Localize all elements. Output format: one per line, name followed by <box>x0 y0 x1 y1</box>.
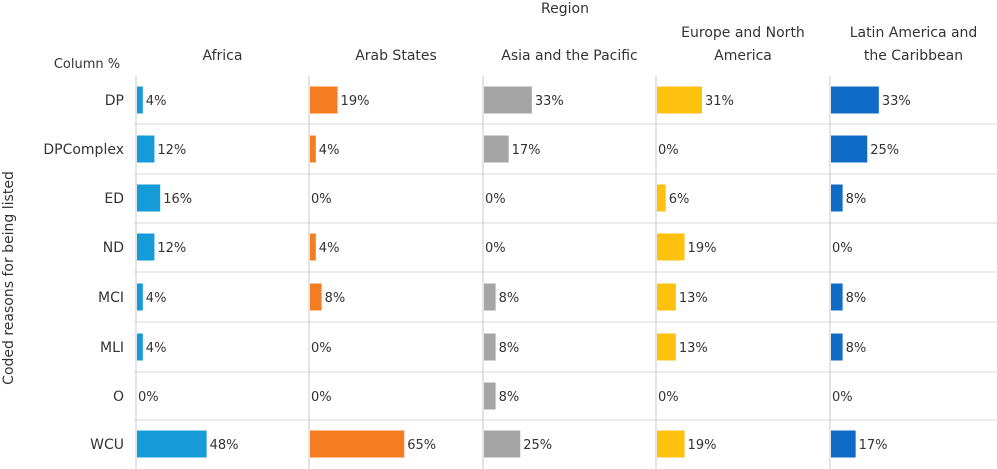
row-separators <box>134 123 997 421</box>
panel-headers: Africa Arab States Asia and the Pacific Eur… <box>203 25 978 64</box>
chart-title: Region <box>541 1 589 17</box>
value-label-africa-dpcomplex: 12% <box>157 143 186 158</box>
bar-arab-states-dpcomplex <box>310 135 316 163</box>
bar-latin-america-and-the-caribbean-mli <box>831 333 843 361</box>
value-label-europe-and-north-america-wcu: 19% <box>688 438 717 453</box>
value-label-asia-and-the-pacific-nd: 0% <box>485 241 506 256</box>
value-label-asia-and-the-pacific-dp: 33% <box>535 94 564 109</box>
bar-asia-and-the-pacific-o <box>484 382 496 410</box>
value-label-europe-and-north-america-dpcomplex: 0% <box>658 143 679 158</box>
category-label-mli: MLI <box>100 340 124 356</box>
bar-asia-and-the-pacific-dpcomplex <box>484 135 509 163</box>
y-axis-title: Coded reasons for being listed <box>1 171 17 385</box>
value-label-africa-wcu: 48% <box>210 438 239 453</box>
value-label-latin-america-and-the-caribbean-mci: 8% <box>846 291 867 306</box>
value-label-asia-and-the-pacific-mci: 8% <box>499 291 520 306</box>
value-label-africa-dp: 4% <box>146 94 167 109</box>
value-label-europe-and-north-america-mli: 13% <box>679 341 708 356</box>
value-label-latin-america-and-the-caribbean-dp: 33% <box>882 94 911 109</box>
value-label-europe-and-north-america-o: 0% <box>658 390 679 405</box>
value-label-arab-states-nd: 4% <box>319 241 340 256</box>
bars <box>137 86 879 458</box>
value-label-latin-america-and-the-caribbean-nd: 0% <box>832 241 853 256</box>
bar-latin-america-and-the-caribbean-dp <box>831 86 879 114</box>
bar-arab-states-mci <box>310 283 322 311</box>
value-label-arab-states-dp: 19% <box>341 94 370 109</box>
value-label-africa-mli: 4% <box>146 341 167 356</box>
bar-europe-and-north-america-nd <box>657 233 685 261</box>
value-label-asia-and-the-pacific-wcu: 25% <box>523 438 552 453</box>
bar-asia-and-the-pacific-mci <box>484 283 496 311</box>
value-label-arab-states-wcu: 65% <box>407 438 436 453</box>
value-label-latin-america-and-the-caribbean-mli: 8% <box>846 341 867 356</box>
panel-header-latin-america-and-the-caribbean: Latin America and the Caribbean <box>850 25 978 64</box>
category-label-ed: ED <box>104 191 124 207</box>
bar-latin-america-and-the-caribbean-dpcomplex <box>831 135 868 163</box>
category-label-mci: MCI <box>98 290 124 306</box>
bar-arab-states-dp <box>310 86 338 114</box>
value-label-europe-and-north-america-ed: 6% <box>669 192 690 207</box>
value-label-latin-america-and-the-caribbean-wcu: 17% <box>859 438 888 453</box>
category-labels: DP DPComplex ED ND MCI MLI O WCU <box>43 93 124 453</box>
bar-africa-wcu <box>137 430 207 458</box>
value-label-asia-and-the-pacific-mli: 8% <box>499 341 520 356</box>
value-label-arab-states-dpcomplex: 4% <box>319 143 340 158</box>
value-label-africa-mci: 4% <box>146 291 167 306</box>
bar-arab-states-nd <box>310 233 316 261</box>
value-label-arab-states-mli: 0% <box>311 341 332 356</box>
value-label-latin-america-and-the-caribbean-dpcomplex: 25% <box>870 143 899 158</box>
value-label-asia-and-the-pacific-dpcomplex: 17% <box>512 143 541 158</box>
bar-europe-and-north-america-dp <box>657 86 702 114</box>
value-label-europe-and-north-america-mci: 13% <box>679 291 708 306</box>
category-label-dpcomplex: DPComplex <box>43 142 124 158</box>
category-label-o: O <box>113 389 124 405</box>
bar-arab-states-wcu <box>310 430 405 458</box>
bar-africa-nd <box>137 233 155 261</box>
bar-europe-and-north-america-wcu <box>657 430 685 458</box>
bar-asia-and-the-pacific-wcu <box>484 430 521 458</box>
bar-latin-america-and-the-caribbean-wcu <box>831 430 856 458</box>
bar-africa-ed <box>137 184 161 212</box>
value-label-africa-nd: 12% <box>157 241 186 256</box>
panel-header-africa: Africa <box>203 48 243 64</box>
bar-africa-mci <box>137 283 143 311</box>
value-label-latin-america-and-the-caribbean-o: 0% <box>832 390 853 405</box>
bar-asia-and-the-pacific-mli <box>484 333 496 361</box>
bar-latin-america-and-the-caribbean-mci <box>831 283 843 311</box>
value-label-arab-states-ed: 0% <box>311 192 332 207</box>
bar-latin-america-and-the-caribbean-ed <box>831 184 843 212</box>
bar-africa-dpcomplex <box>137 135 155 163</box>
bar-africa-dp <box>137 86 143 114</box>
category-label-nd: ND <box>103 240 124 256</box>
category-label-dp: DP <box>105 93 124 109</box>
value-labels: 4% 12% 16% 12% 4% 4% 0% 48% 19% 4% 0% 4% 8% 0% 0% 65% 33… <box>138 94 911 453</box>
bar-africa-mli <box>137 333 143 361</box>
value-label-europe-and-north-america-nd: 19% <box>688 241 717 256</box>
value-label-asia-and-the-pacific-ed: 0% <box>485 192 506 207</box>
value-label-africa-ed: 16% <box>163 192 192 207</box>
category-label-wcu: WCU <box>90 437 124 453</box>
bar-europe-and-north-america-mli <box>657 333 676 361</box>
value-label-asia-and-the-pacific-o: 8% <box>499 390 520 405</box>
panel-axes <box>135 76 831 469</box>
bar-europe-and-north-america-mci <box>657 283 676 311</box>
panel-header-arab-states: Arab States <box>355 48 437 64</box>
panel-header-asia-and-the-pacific: Asia and the Pacific <box>501 48 638 64</box>
panel-header-europe-and-north-america: Europe and North America <box>681 25 805 64</box>
value-label-arab-states-mci: 8% <box>325 291 346 306</box>
column-percent-label: Column % <box>54 57 120 72</box>
value-label-europe-and-north-america-dp: 31% <box>705 94 734 109</box>
value-label-arab-states-o: 0% <box>311 390 332 405</box>
bar-asia-and-the-pacific-dp <box>484 86 532 114</box>
value-label-africa-o: 0% <box>138 390 159 405</box>
value-label-latin-america-and-the-caribbean-ed: 8% <box>846 192 867 207</box>
bar-europe-and-north-america-ed <box>657 184 666 212</box>
